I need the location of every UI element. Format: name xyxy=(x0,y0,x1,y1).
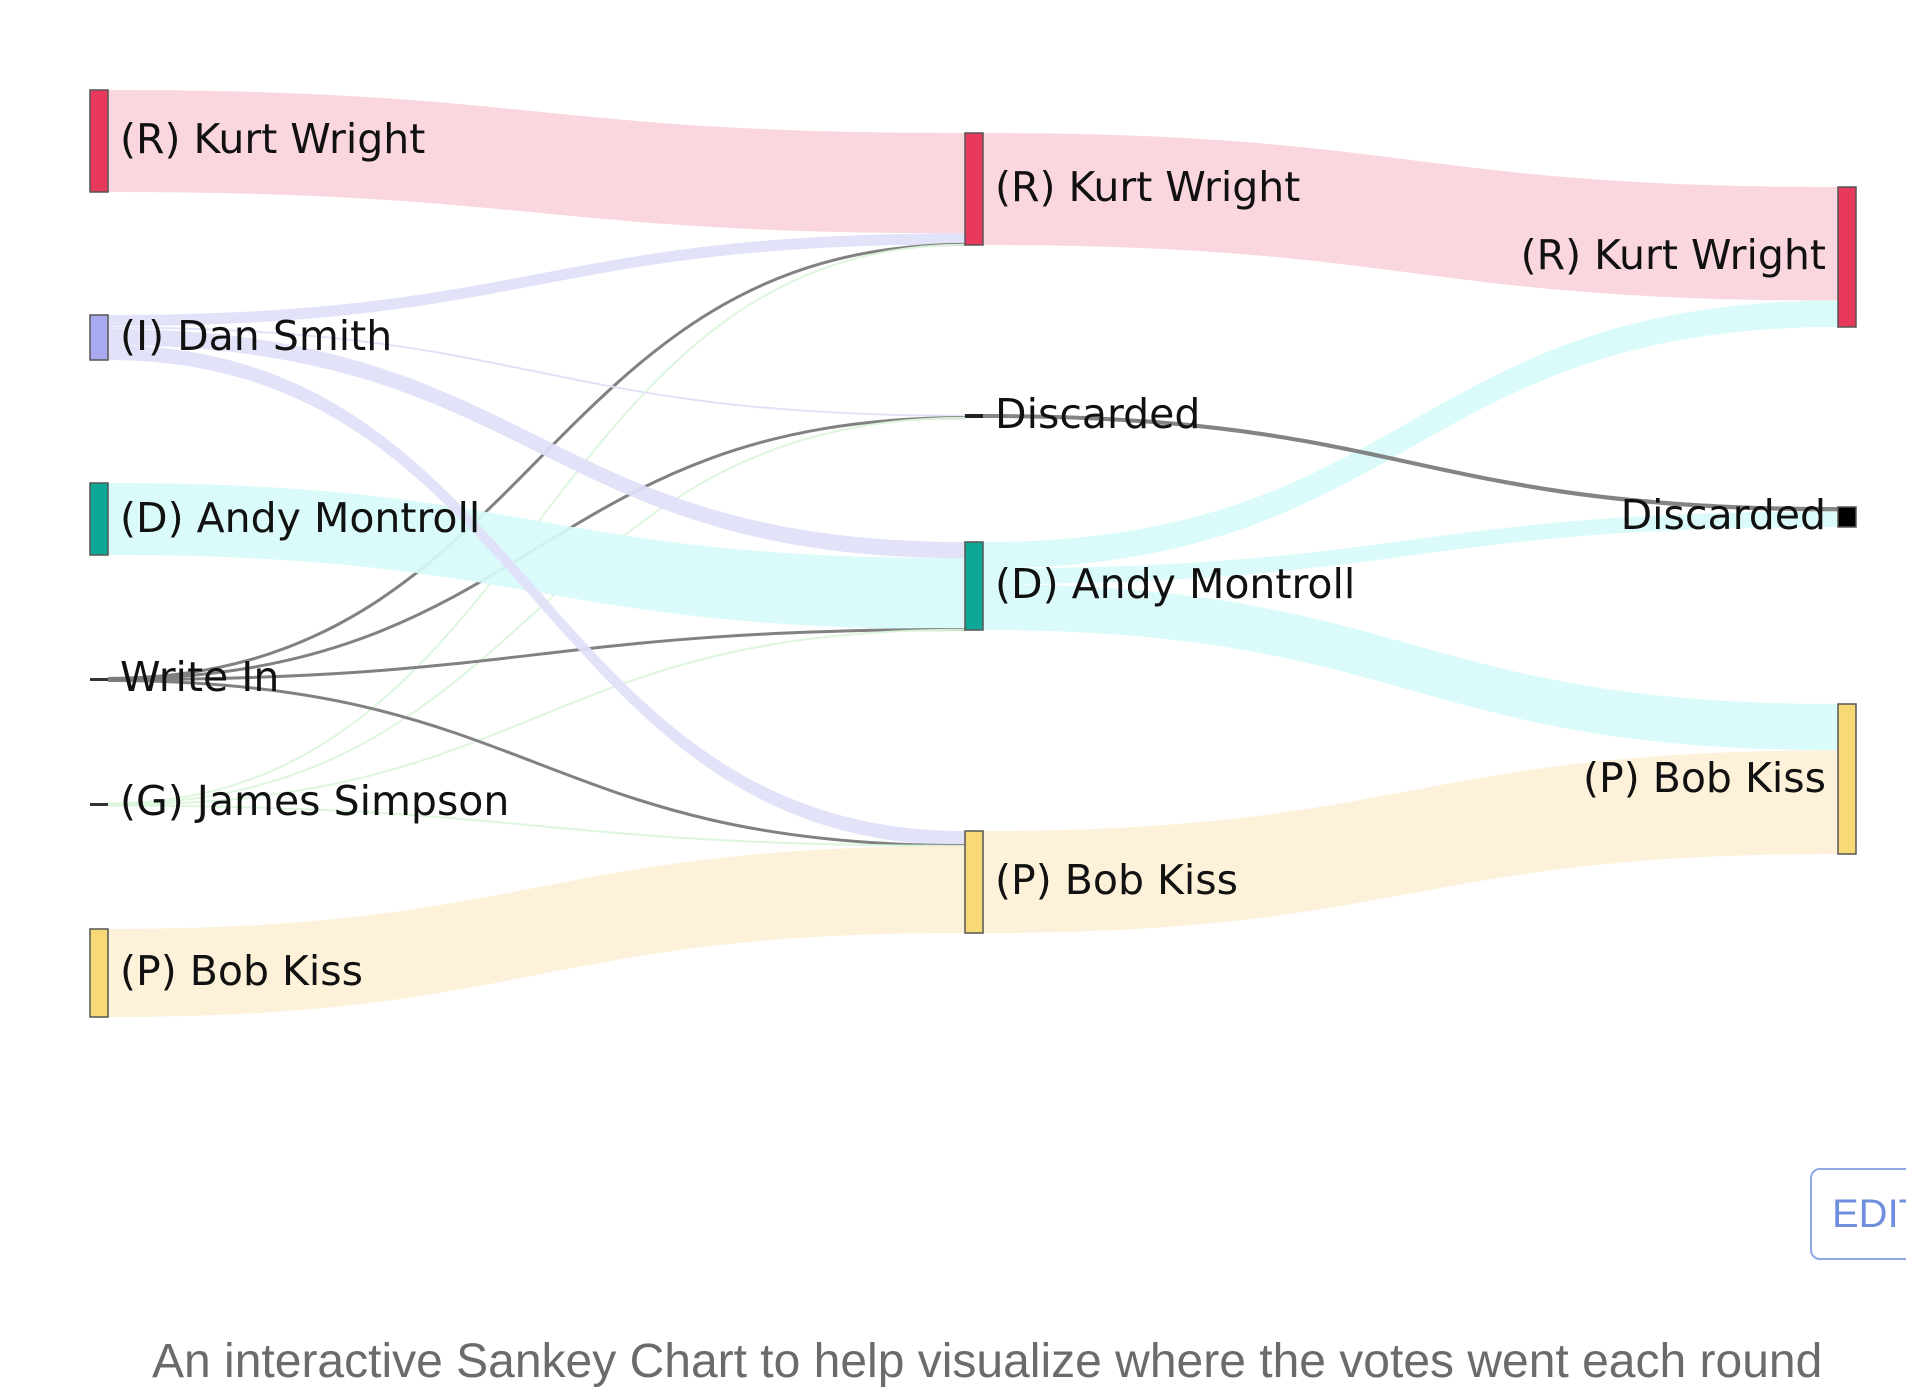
sankey-links xyxy=(107,90,1838,1017)
sankey-node-label-r3_discarded: Discarded xyxy=(1621,491,1826,539)
sankey-link-r1_wright-to-r2_wright[interactable] xyxy=(108,90,965,234)
sankey-node-label-r1_montroll: (D) Andy Montroll xyxy=(120,494,480,542)
sankey-node-r1_smith[interactable] xyxy=(89,314,109,361)
sankey-node-r1_montroll[interactable] xyxy=(89,482,109,556)
sankey-node-r1_kiss[interactable] xyxy=(89,928,109,1018)
sankey-node-label-r1_wright: (R) Kurt Wright xyxy=(120,115,425,163)
sankey-node-label-r2_montroll: (D) Andy Montroll xyxy=(995,560,1355,608)
sankey-node-label-r3_wright: (R) Kurt Wright xyxy=(1521,231,1826,279)
chart-caption: An interactive Sankey Chart to help visu… xyxy=(152,1335,1823,1388)
sankey-node-r3_wright[interactable] xyxy=(1837,186,1857,328)
sankey-node-r2_montroll[interactable] xyxy=(964,541,984,631)
sankey-link-r2_montroll-to-r3_discarded[interactable] xyxy=(983,511,1838,585)
sankey-link-r2_montroll-to-r3_kiss[interactable] xyxy=(983,584,1838,751)
sankey-labels: (R) Kurt Wright (I) Dan Smith (D) Andy Mon… xyxy=(120,115,1826,995)
sankey-link-r2_kiss-to-r3_kiss[interactable] xyxy=(983,750,1838,933)
edit-chart-button[interactable]: EDIT xyxy=(1810,1168,1906,1260)
sankey-node-label-r2_discarded: Discarded xyxy=(995,390,1200,438)
sankey-link-r1_smith-to-r2_kiss[interactable] xyxy=(108,345,965,846)
sankey-nodes xyxy=(89,89,1857,1018)
sankey-link-r1_simpson-to-r2_discarded[interactable] xyxy=(107,416,966,806)
sankey-link-r1_writein-to-r2_kiss[interactable] xyxy=(107,679,966,848)
sankey-link-r1_simpson-to-r2_kiss[interactable] xyxy=(107,804,966,847)
sankey-link-r1_writein-to-r2_wright[interactable] xyxy=(107,242,966,680)
sankey-node-r3_kiss[interactable] xyxy=(1837,703,1857,855)
sankey-node-r2_discarded[interactable] xyxy=(965,414,983,418)
sankey-node-r2_wright[interactable] xyxy=(964,132,984,246)
sankey-link-r2_wright-to-r3_wright[interactable] xyxy=(983,133,1838,301)
sankey-link-r1_smith-to-r2_discarded[interactable] xyxy=(107,326,966,417)
sankey-node-r1_wright[interactable] xyxy=(89,89,109,193)
sankey-link-r1_smith-to-r2_wright[interactable] xyxy=(108,233,965,327)
sankey-node-r2_kiss[interactable] xyxy=(964,830,984,934)
sankey-node-r3_discarded[interactable] xyxy=(1837,506,1857,528)
sankey-node-label-r2_wright: (R) Kurt Wright xyxy=(995,163,1300,211)
sankey-link-r2_montroll-to-r3_wright[interactable] xyxy=(983,300,1838,569)
sankey-link-r2_discarded-to-r3_discarded[interactable] xyxy=(983,414,1838,512)
sankey-node-label-r1_simpson: (G) James Simpson xyxy=(120,777,509,825)
sankey-node-label-r1_kiss: (P) Bob Kiss xyxy=(120,947,363,995)
sankey-link-r1_montroll-to-r2_montroll[interactable] xyxy=(108,483,965,630)
sankey-node-label-r1_smith: (I) Dan Smith xyxy=(120,312,392,360)
sankey-link-r1_writein-to-r2_montroll[interactable] xyxy=(107,627,966,682)
sankey-link-r1_smith-to-r2_montroll[interactable] xyxy=(108,329,965,559)
sankey-link-r1_simpson-to-r2_montroll[interactable] xyxy=(107,628,966,806)
sankey-node-label-r1_writein: Write In xyxy=(120,653,279,701)
sankey-node-r1_simpson[interactable] xyxy=(90,803,108,806)
sankey-node-label-r3_kiss: (P) Bob Kiss xyxy=(1583,754,1826,802)
sankey-node-r1_writein[interactable] xyxy=(90,678,108,681)
sankey-link-r1_kiss-to-r2_kiss[interactable] xyxy=(108,846,965,1017)
sankey-node-label-r2_kiss: (P) Bob Kiss xyxy=(995,856,1238,904)
